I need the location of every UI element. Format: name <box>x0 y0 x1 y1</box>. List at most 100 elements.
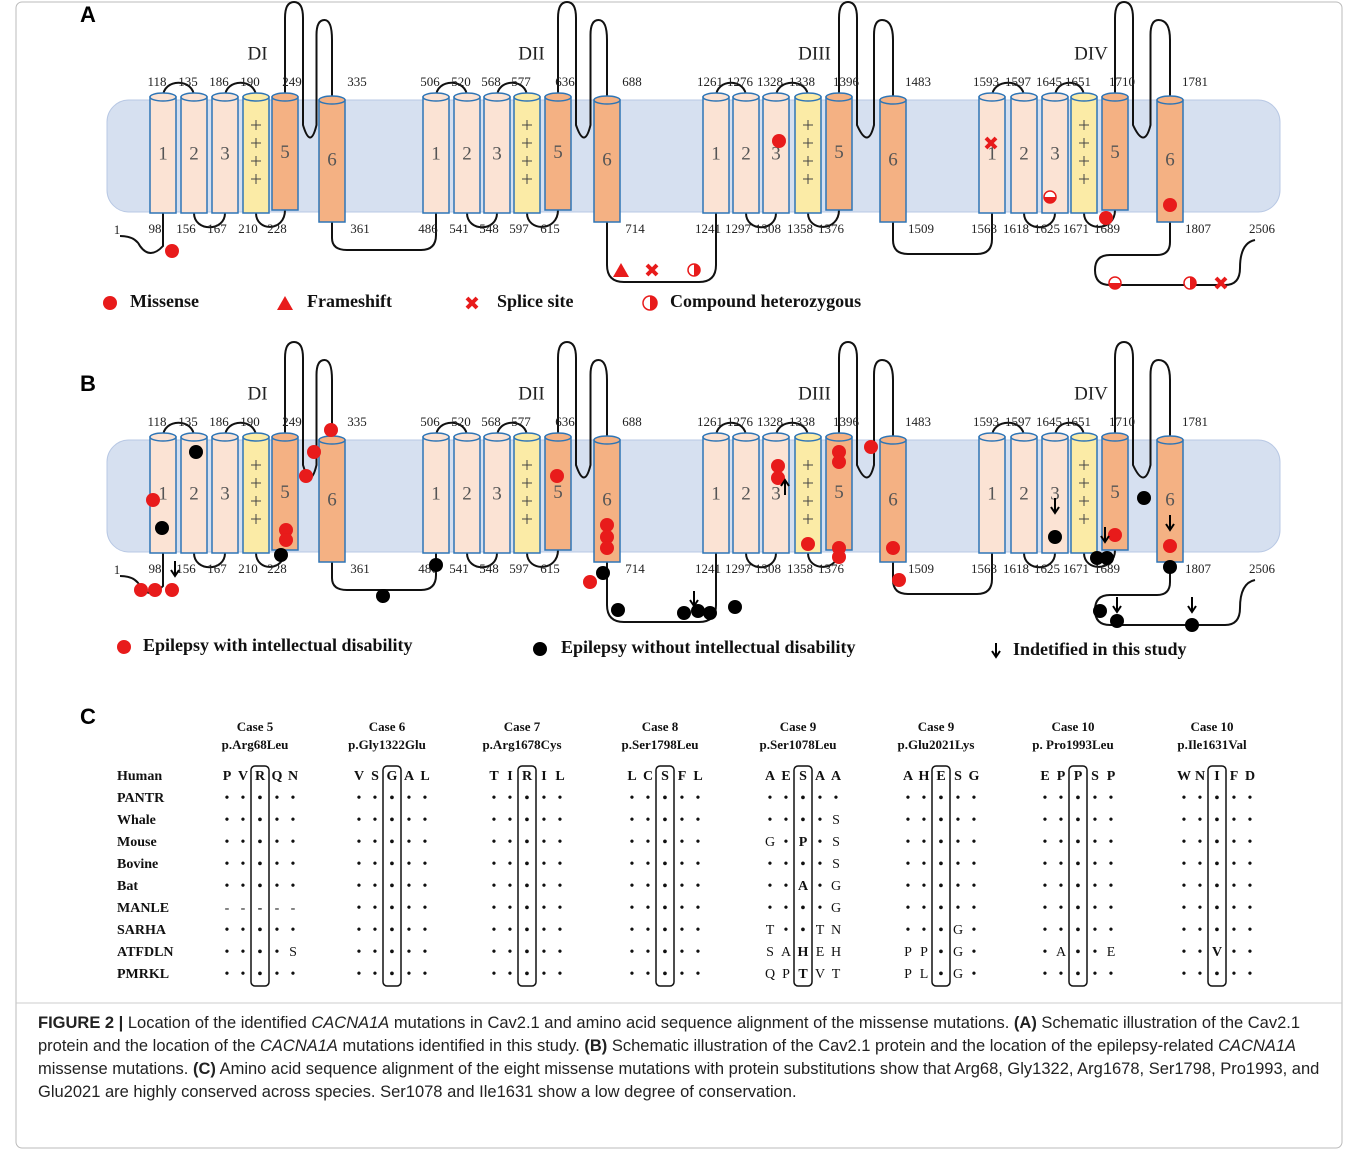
residue: • <box>1076 945 1081 960</box>
non-id-mutation <box>1110 614 1124 628</box>
helix-cap <box>454 433 480 441</box>
residue: • <box>1109 879 1114 894</box>
panel-label: A <box>80 2 96 27</box>
residue: • <box>784 879 789 894</box>
non-id-mutation <box>189 445 203 459</box>
domain-label: DI <box>247 383 267 404</box>
residue: F <box>1230 769 1239 784</box>
residue: • <box>390 791 395 806</box>
helix-cap <box>514 433 540 441</box>
residue: L <box>555 769 564 784</box>
id-mutation <box>832 550 846 564</box>
residue-label: 167 <box>207 221 227 236</box>
residue: • <box>922 857 927 872</box>
residue: • <box>225 857 230 872</box>
residue: • <box>423 923 428 938</box>
residue-label: 361 <box>350 561 370 576</box>
residue: V <box>815 967 825 982</box>
residue: • <box>1076 879 1081 894</box>
residue: • <box>696 835 701 850</box>
residue: • <box>291 879 296 894</box>
residue: • <box>1182 923 1187 938</box>
domain-label: DIV <box>1074 383 1108 404</box>
residue: • <box>258 967 263 982</box>
residue: • <box>680 901 685 916</box>
residue: • <box>1215 791 1220 806</box>
helix-cap <box>272 433 298 441</box>
residue: • <box>939 901 944 916</box>
residue: G <box>953 967 963 982</box>
id-mutation <box>583 575 597 589</box>
residue-label: 1276 <box>727 74 754 89</box>
segment-label: 2 <box>1019 143 1029 164</box>
residue-label: 210 <box>238 561 258 576</box>
residue: • <box>225 945 230 960</box>
residue: V <box>238 769 248 784</box>
residue: • <box>508 923 513 938</box>
helix-cap <box>703 433 729 441</box>
residue: • <box>373 945 378 960</box>
residue-label: 568 <box>481 74 501 89</box>
segment-label: 2 <box>741 483 751 504</box>
residue: S <box>371 769 379 784</box>
splice-marker <box>647 265 657 275</box>
figure: A B C 1118982135156318616719021052492286… <box>0 0 1358 1153</box>
residue: • <box>1248 879 1253 894</box>
id-mutation <box>148 583 162 597</box>
residue: • <box>784 901 789 916</box>
helix-cap <box>1071 93 1097 101</box>
residue: E <box>1040 769 1049 784</box>
residue: G <box>831 879 841 894</box>
residue: • <box>275 835 280 850</box>
caption-text: Location of the identified <box>123 1014 311 1032</box>
caption-text: (C) <box>193 1060 216 1078</box>
residue: • <box>680 857 685 872</box>
residue: • <box>939 791 944 806</box>
residue: H <box>919 769 930 784</box>
residue: • <box>1093 813 1098 828</box>
domain-label: DIII <box>798 43 831 64</box>
residue: I <box>1214 769 1219 784</box>
residue-label: 118 <box>147 74 166 89</box>
residue: • <box>1059 857 1064 872</box>
residue: • <box>768 901 773 916</box>
caption-text: Schematic illustration of the Cav2.1 pro… <box>607 1037 1218 1055</box>
legend-label: Missense <box>130 291 199 311</box>
residue-label: 1563 <box>971 561 997 576</box>
non-id-mutation <box>703 606 717 620</box>
case-label: Case 5 <box>237 719 274 734</box>
residue: • <box>680 945 685 960</box>
residue: • <box>291 835 296 850</box>
residue: G <box>831 901 841 916</box>
panel-label: B <box>80 371 96 396</box>
segment-label: 3 <box>1050 143 1060 164</box>
residue: • <box>663 879 668 894</box>
residue: A <box>404 769 415 784</box>
residue: • <box>390 879 395 894</box>
residue-label: 1710 <box>1109 414 1135 429</box>
species-label: Bat <box>117 879 138 894</box>
residue: L <box>420 769 429 784</box>
mutation-label: p.Arg68Leu <box>222 737 289 752</box>
frameshift-marker <box>613 263 629 277</box>
residue: • <box>1182 857 1187 872</box>
residue: • <box>225 923 230 938</box>
helix-cap <box>594 96 620 104</box>
residue: • <box>696 879 701 894</box>
mutation-label: p.Ser1078Leu <box>760 737 837 752</box>
residue: • <box>784 923 789 938</box>
segment-label: 6 <box>327 149 337 170</box>
residue: T <box>489 769 499 784</box>
residue-label: 1338 <box>789 414 815 429</box>
residue: • <box>225 967 230 982</box>
residue: P <box>1074 769 1083 784</box>
residue: • <box>357 901 362 916</box>
residue: • <box>922 813 927 828</box>
residue-label: 335 <box>347 74 367 89</box>
residue: N <box>288 769 298 784</box>
residue: • <box>1109 901 1114 916</box>
species-label: MANLE <box>117 901 169 916</box>
residue: • <box>390 923 395 938</box>
residue-label: 1297 <box>725 221 752 236</box>
residue: • <box>1093 835 1098 850</box>
